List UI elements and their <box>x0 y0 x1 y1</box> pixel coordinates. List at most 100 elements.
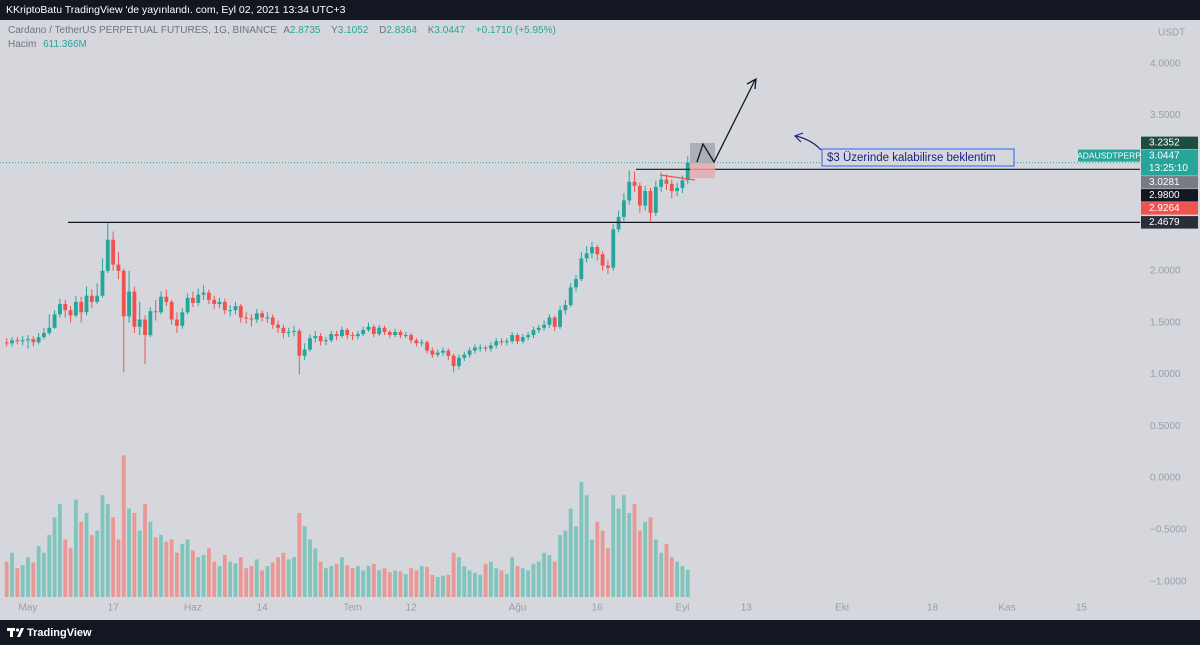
x-tick-label: 15 <box>1076 603 1088 614</box>
volume-bar <box>159 535 163 597</box>
candle-body <box>414 340 419 344</box>
volume-bar <box>47 535 52 597</box>
candle-body <box>196 294 201 303</box>
volume-bar <box>552 561 557 597</box>
candle-body <box>20 340 25 342</box>
volume-bar <box>483 563 488 597</box>
volume-bar <box>590 539 594 597</box>
symbol-line: Cardano / TetherUS PERPETUAL FUTURES, 1G… <box>8 25 560 36</box>
volume-bar <box>127 508 131 597</box>
candle-body <box>185 297 190 313</box>
currency: USDT <box>1158 28 1185 39</box>
volume-bar <box>574 526 578 597</box>
y-tick-label: 0.5000 <box>1150 421 1181 432</box>
volume-line: Hacim 611.366M <box>8 39 91 50</box>
volume-bar <box>196 557 201 597</box>
candle-body <box>371 326 376 335</box>
candle-body <box>403 335 408 337</box>
x-tick-label: 13 <box>741 603 753 614</box>
candle-body <box>334 334 339 337</box>
change: +0.1710 (+5.95%) <box>475 25 556 36</box>
candle-body <box>669 183 674 192</box>
symbol-tag <box>1078 149 1140 162</box>
volume-bar <box>425 566 429 597</box>
candle-body <box>478 347 483 349</box>
volume-bar <box>334 563 339 597</box>
volume-bar <box>185 539 190 597</box>
candle-body <box>637 185 642 206</box>
volume-bar <box>302 526 307 597</box>
volume-bar <box>84 512 89 597</box>
candle-body <box>15 340 20 342</box>
volume-bar <box>31 562 36 597</box>
candle-body <box>47 327 52 333</box>
y-tick-label: 3.5000 <box>1150 110 1181 121</box>
volume-bar <box>4 561 9 597</box>
volume-bar <box>403 573 408 597</box>
candle-body <box>510 335 515 342</box>
volume-bar <box>36 546 41 597</box>
y-tick-label: 0.0000 <box>1150 473 1181 484</box>
price-label: 2.9800 <box>1149 190 1180 201</box>
volume-bar <box>520 568 525 597</box>
volume-bar <box>57 504 62 597</box>
volume-bar <box>148 521 153 597</box>
candle-body <box>105 239 110 271</box>
volume-bar <box>63 539 68 597</box>
candle-body <box>462 354 467 358</box>
x-tick-label: Kas <box>998 603 1015 614</box>
candle-body <box>643 191 648 206</box>
volume-bar <box>260 570 265 597</box>
volume-bar <box>355 566 360 597</box>
volume-bar <box>68 548 73 597</box>
volume-value: 611.366M <box>43 39 87 50</box>
price-label-box <box>1141 136 1198 150</box>
candle-body <box>79 301 84 313</box>
candle-body <box>366 326 371 330</box>
candle-body <box>531 329 536 336</box>
annotation-arrow-head <box>793 132 804 143</box>
candle-body <box>611 229 616 268</box>
candle-body <box>159 296 163 313</box>
y-tick-label: 1.0000 <box>1150 369 1181 380</box>
volume-bar <box>153 537 158 597</box>
volume-bar <box>632 504 637 597</box>
candle-body <box>419 342 424 344</box>
publisher-line: KKriptoBatu TradingView 'de yayınlandı. … <box>6 4 346 16</box>
volume-bar <box>191 550 195 597</box>
volume-bar <box>563 530 568 597</box>
volume-bar <box>339 557 344 597</box>
volume-bar <box>116 539 121 597</box>
candle-body <box>499 341 504 343</box>
y-tick-label: 2.0000 <box>1150 265 1181 276</box>
candle-body <box>228 310 233 312</box>
candle-body <box>31 339 36 343</box>
candle-body <box>377 327 382 335</box>
volume-bar <box>621 495 626 597</box>
candle-body <box>409 335 413 341</box>
candle-body <box>595 246 600 255</box>
footer-bar <box>0 620 1200 645</box>
volume-bar <box>653 539 658 597</box>
ohlc: K3.0447 <box>428 25 469 36</box>
volume-bar <box>15 568 20 597</box>
volume-bar <box>281 552 286 597</box>
volume-bar <box>228 561 233 597</box>
volume-bar <box>111 517 116 597</box>
ohlc-letter: D <box>379 25 387 36</box>
candle-body <box>270 317 275 325</box>
x-tick-label: 16 <box>592 603 604 614</box>
candle-body <box>137 319 142 327</box>
volume-bar <box>648 517 653 597</box>
candle-body <box>169 301 174 320</box>
candle-body <box>393 331 398 336</box>
volume-bar <box>73 499 78 597</box>
volume-bar <box>398 571 403 597</box>
volume-bar <box>361 570 366 597</box>
candle-body <box>111 239 116 265</box>
candle-body <box>57 303 62 315</box>
candle-body <box>536 327 541 330</box>
volume-bar <box>238 557 243 597</box>
volume-bar <box>669 557 674 597</box>
volume-bar <box>324 568 328 597</box>
